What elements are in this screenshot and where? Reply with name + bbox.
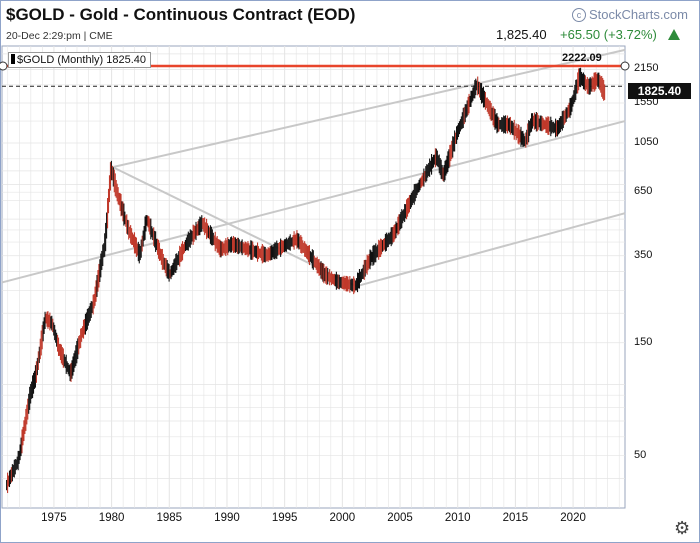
last-price: 1,825.40 (496, 27, 547, 42)
x-tick-label: 1990 (214, 512, 240, 524)
last-price-tag: 1825.40 (628, 83, 691, 99)
copyright-icon: c (572, 8, 587, 22)
x-tick-label: 1980 (98, 512, 125, 524)
resistance-handle-right (620, 61, 630, 71)
trendline (355, 212, 626, 288)
y-tick-label: 650 (634, 185, 653, 198)
x-tick-label: 2020 (560, 512, 586, 524)
y-tick-label: 50 (634, 448, 647, 461)
x-tick-label: 2010 (444, 512, 471, 524)
plot-area (1, 45, 626, 509)
y-tick-label: 2150 (634, 62, 659, 75)
x-tick-label: 2015 (502, 512, 529, 524)
legend: $GOLD (Monthly) 1825.40 (8, 52, 152, 68)
x-tick-label: 2000 (329, 512, 356, 524)
chart-title: $GOLD - Gold - Continuous Contract (EOD) (6, 5, 356, 24)
legend-label: $GOLD (Monthly) 1825.40 (17, 54, 147, 66)
resistance-value-tag: 2222.09 (562, 52, 602, 64)
gear-icon[interactable]: ⚙ (674, 518, 691, 538)
brand-name: StockCharts.com (589, 7, 688, 22)
trendline (1, 120, 626, 284)
x-tick-label: 1985 (156, 512, 183, 524)
y-tick-label: 1050 (634, 135, 659, 148)
legend-swatch (11, 54, 15, 64)
brand-link[interactable]: c StockCharts.com (572, 7, 688, 22)
x-tick-label: 1995 (271, 512, 298, 524)
chart-subtitle: 20-Dec 2:29:pm | CME (6, 30, 113, 42)
x-tick-label: 1975 (41, 512, 67, 524)
trendline (112, 48, 626, 169)
price-change: +65.50 (+3.72%) (560, 27, 657, 42)
y-tick-label: 350 (634, 248, 653, 261)
y-tick-label: 1550 (634, 95, 659, 108)
y-tick-label: 150 (634, 335, 653, 348)
x-tick-label: 2005 (387, 512, 413, 524)
up-arrow-icon (668, 29, 680, 40)
resistance-handle-left (0, 61, 8, 71)
